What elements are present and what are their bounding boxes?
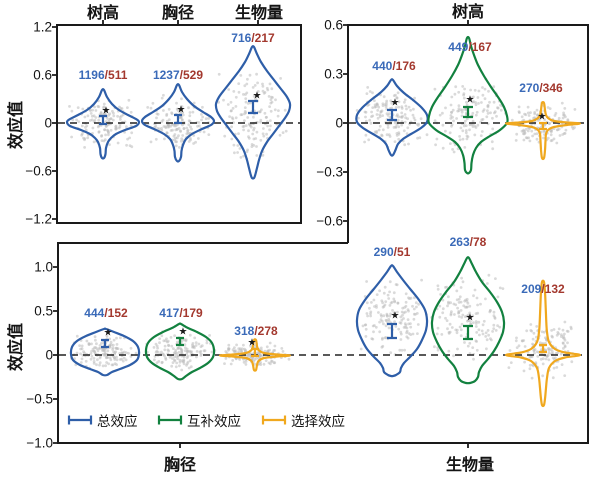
mean-error-bar: [463, 324, 473, 341]
bottom-ticks: [53, 266, 469, 448]
significance-star: ★: [466, 95, 475, 106]
significance-star: ★: [104, 328, 113, 339]
count-label: 318/278: [234, 324, 278, 338]
scatter-dots: [433, 77, 507, 154]
scatter-dots: [355, 86, 429, 149]
count-label: 1237/529: [152, 68, 204, 82]
significance-star: ★: [177, 105, 186, 116]
significance-star: ★: [179, 327, 188, 338]
violin-outline: [355, 264, 429, 378]
ytick: −1.0: [26, 435, 53, 451]
count-label: 716/217: [231, 31, 275, 45]
significance-star: ★: [391, 311, 400, 322]
mean-error-bar: [101, 338, 109, 349]
mean-error-bar: [251, 347, 259, 358]
ytick: −1.2: [25, 211, 52, 227]
count-label: 417/179: [159, 306, 203, 320]
ytick: −0.3: [316, 164, 343, 180]
legend-label-selection: 选择效应: [291, 414, 345, 429]
count-label: 263/78: [449, 235, 487, 249]
mean-error-bar: [248, 99, 258, 115]
top-left-col-label-xiongjing: 胸径: [161, 5, 195, 22]
mean-error-bar: [539, 343, 547, 354]
ytick: 0.6: [33, 67, 52, 83]
scatter-dots: [359, 278, 428, 357]
ytick: 0: [44, 115, 52, 131]
count-label: 444/152: [84, 306, 128, 320]
top-left-col-label-shengwuliang: 生物量: [234, 5, 284, 22]
violin-outline: [65, 88, 141, 160]
ytick: −0.5: [26, 391, 53, 407]
ytick: −0.6: [316, 213, 343, 229]
legend-label-complement: 互补效应: [187, 414, 241, 429]
top-left-panel-border: [56, 24, 302, 224]
significance-star: ★: [253, 91, 262, 102]
significance-star: ★: [248, 338, 257, 349]
mean-error-bar: [174, 113, 182, 125]
mean-error-bar: [176, 336, 184, 347]
ytick: 0: [45, 347, 53, 363]
ytick: 0.6: [324, 17, 343, 33]
significance-star: ★: [538, 112, 547, 123]
ytick: 0.5: [34, 303, 53, 319]
panel-spines: [52, 20, 589, 448]
x-group-label-xiongjing: 胸径: [163, 457, 197, 474]
legend-errorbar-symbol: [261, 415, 287, 425]
ytick: 0.3: [324, 66, 343, 82]
ytick: 1.0: [34, 259, 53, 275]
scatter-dots: [217, 72, 288, 161]
top-left-ticks: [52, 20, 259, 220]
mean-error-bar: [99, 114, 107, 126]
significance-star: ★: [391, 98, 400, 109]
violin-outline: [427, 35, 509, 175]
count-label: 209/132: [521, 282, 565, 296]
top-right-panel-title: 树高: [451, 4, 485, 21]
violin-outline: [140, 83, 216, 163]
count-label: 270/346: [519, 81, 563, 95]
x-group-label-shengwuliang: 生物量: [445, 457, 495, 474]
legend-errorbar-symbol: [67, 415, 93, 425]
top-right-ticks: [343, 20, 469, 222]
violin-outline: [144, 322, 216, 381]
violin-outline: [504, 279, 582, 408]
ytick: −0.6: [25, 163, 52, 179]
violin-outline: [430, 256, 506, 385]
count-label: 440/176: [372, 59, 416, 73]
violin-outline: [504, 101, 582, 161]
mean-error-bar: [539, 121, 547, 131]
violin-outline: [218, 338, 292, 372]
violin-outline: [69, 327, 141, 377]
violin-outline: [214, 45, 292, 180]
significance-star: ★: [466, 313, 475, 324]
count-label: 290/51: [373, 245, 411, 259]
mean-error-bar: [387, 322, 397, 340]
legend-label-total: 总效应: [97, 414, 138, 429]
legend-errorbar-symbol: [157, 415, 183, 425]
mean-error-bar: [387, 108, 397, 122]
count-label: 449/167: [448, 40, 492, 54]
count-label: 1196/511: [78, 68, 128, 82]
top-left-col-label-shugao: 树高: [86, 5, 120, 22]
ytick: 0: [335, 115, 343, 131]
mean-error-bar: [463, 105, 473, 119]
scatter-dots: [430, 273, 505, 361]
ytick: 1.2: [33, 19, 52, 35]
violin-outline: [355, 78, 429, 157]
significance-star: ★: [102, 106, 111, 117]
